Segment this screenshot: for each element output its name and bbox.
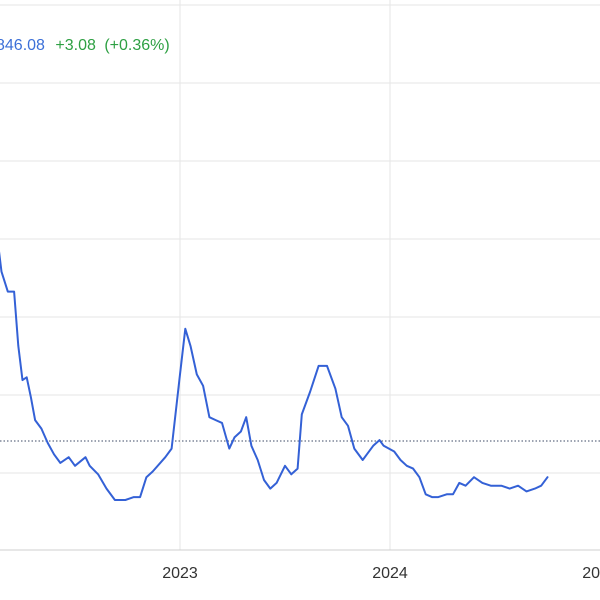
current-price: 846.08	[0, 37, 45, 54]
x-tick-label: 2023	[162, 565, 198, 582]
grid	[0, 0, 600, 550]
x-tick-label: 2025	[582, 565, 600, 582]
x-tick-label: 2024	[372, 565, 408, 582]
x-axis-ticks: 2023 2024 2025	[162, 565, 600, 582]
price-line[interactable]	[0, 226, 549, 501]
price-change: +3.08	[55, 37, 96, 54]
quote-header: 846.08 +3.08 (+0.36%)	[0, 37, 170, 55]
price-change-percent: (+0.36%)	[104, 37, 170, 54]
